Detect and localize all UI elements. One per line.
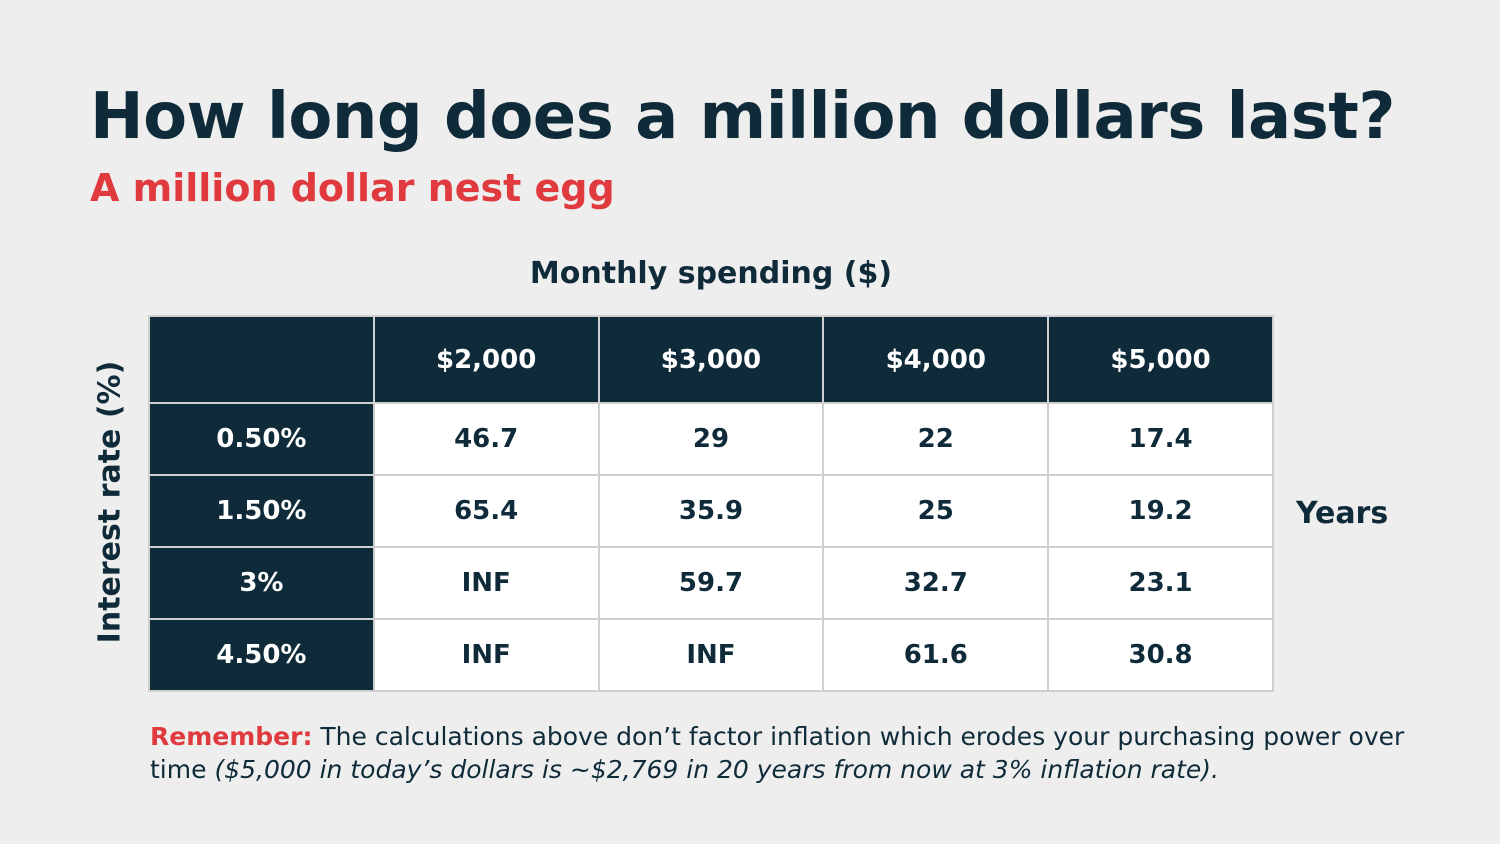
years-cell: 23.1 [1047,546,1274,620]
note-label: Remember: [150,722,313,751]
column-header: $4,000 [822,315,1050,404]
rate-label: 1.50% [148,474,375,548]
row-axis-label: Interest rate (%) [92,360,128,644]
page-subtitle: A million dollar nest egg [90,166,615,210]
years-cell: 19.2 [1047,474,1274,548]
unit-label: Years [1296,496,1389,531]
column-axis-label: Monthly spending ($) [529,256,893,291]
years-cell: 17.4 [1047,402,1274,476]
years-cell: INF [372,546,600,620]
rate-label: 3% [148,546,375,620]
column-header: $5,000 [1047,315,1274,404]
years-cell: 35.9 [597,474,825,548]
rate-label: 4.50% [148,618,375,692]
column-header: $2,000 [372,315,600,404]
years-cell: 61.6 [822,618,1050,692]
header-row: $2,000 $3,000 $4,000 $5,000 [148,315,1274,404]
corner-cell [148,315,375,404]
table-row: 3% INF 59.7 32.7 23.1 [148,546,1274,620]
page-title: How long does a million dollars last? [90,80,1396,154]
years-cell: 65.4 [372,474,600,548]
years-cell: 46.7 [372,402,600,476]
inflation-note: Remember: The calculations above don’t f… [150,720,1460,786]
years-cell: 22 [822,402,1050,476]
note-text: The calculations above don’t factor infl… [150,722,1405,784]
years-cell: 32.7 [822,546,1050,620]
table-row: 0.50% 46.7 29 22 17.4 [148,402,1274,476]
years-cell: INF [372,618,600,692]
rate-label: 0.50% [148,402,375,476]
duration-table: $2,000 $3,000 $4,000 $5,000 0.50% 46.7 2… [148,315,1274,692]
column-header: $3,000 [597,315,825,404]
note-example: ($5,000 in today’s dollars is ~$2,769 in… [214,755,1219,784]
years-cell: 30.8 [1047,618,1274,692]
table-row: 1.50% 65.4 35.9 25 19.2 [148,474,1274,548]
table-row: 4.50% INF INF 61.6 30.8 [148,618,1274,692]
years-cell: 25 [822,474,1050,548]
years-cell: 59.7 [597,546,825,620]
years-cell: 29 [597,402,825,476]
years-cell: INF [597,618,825,692]
